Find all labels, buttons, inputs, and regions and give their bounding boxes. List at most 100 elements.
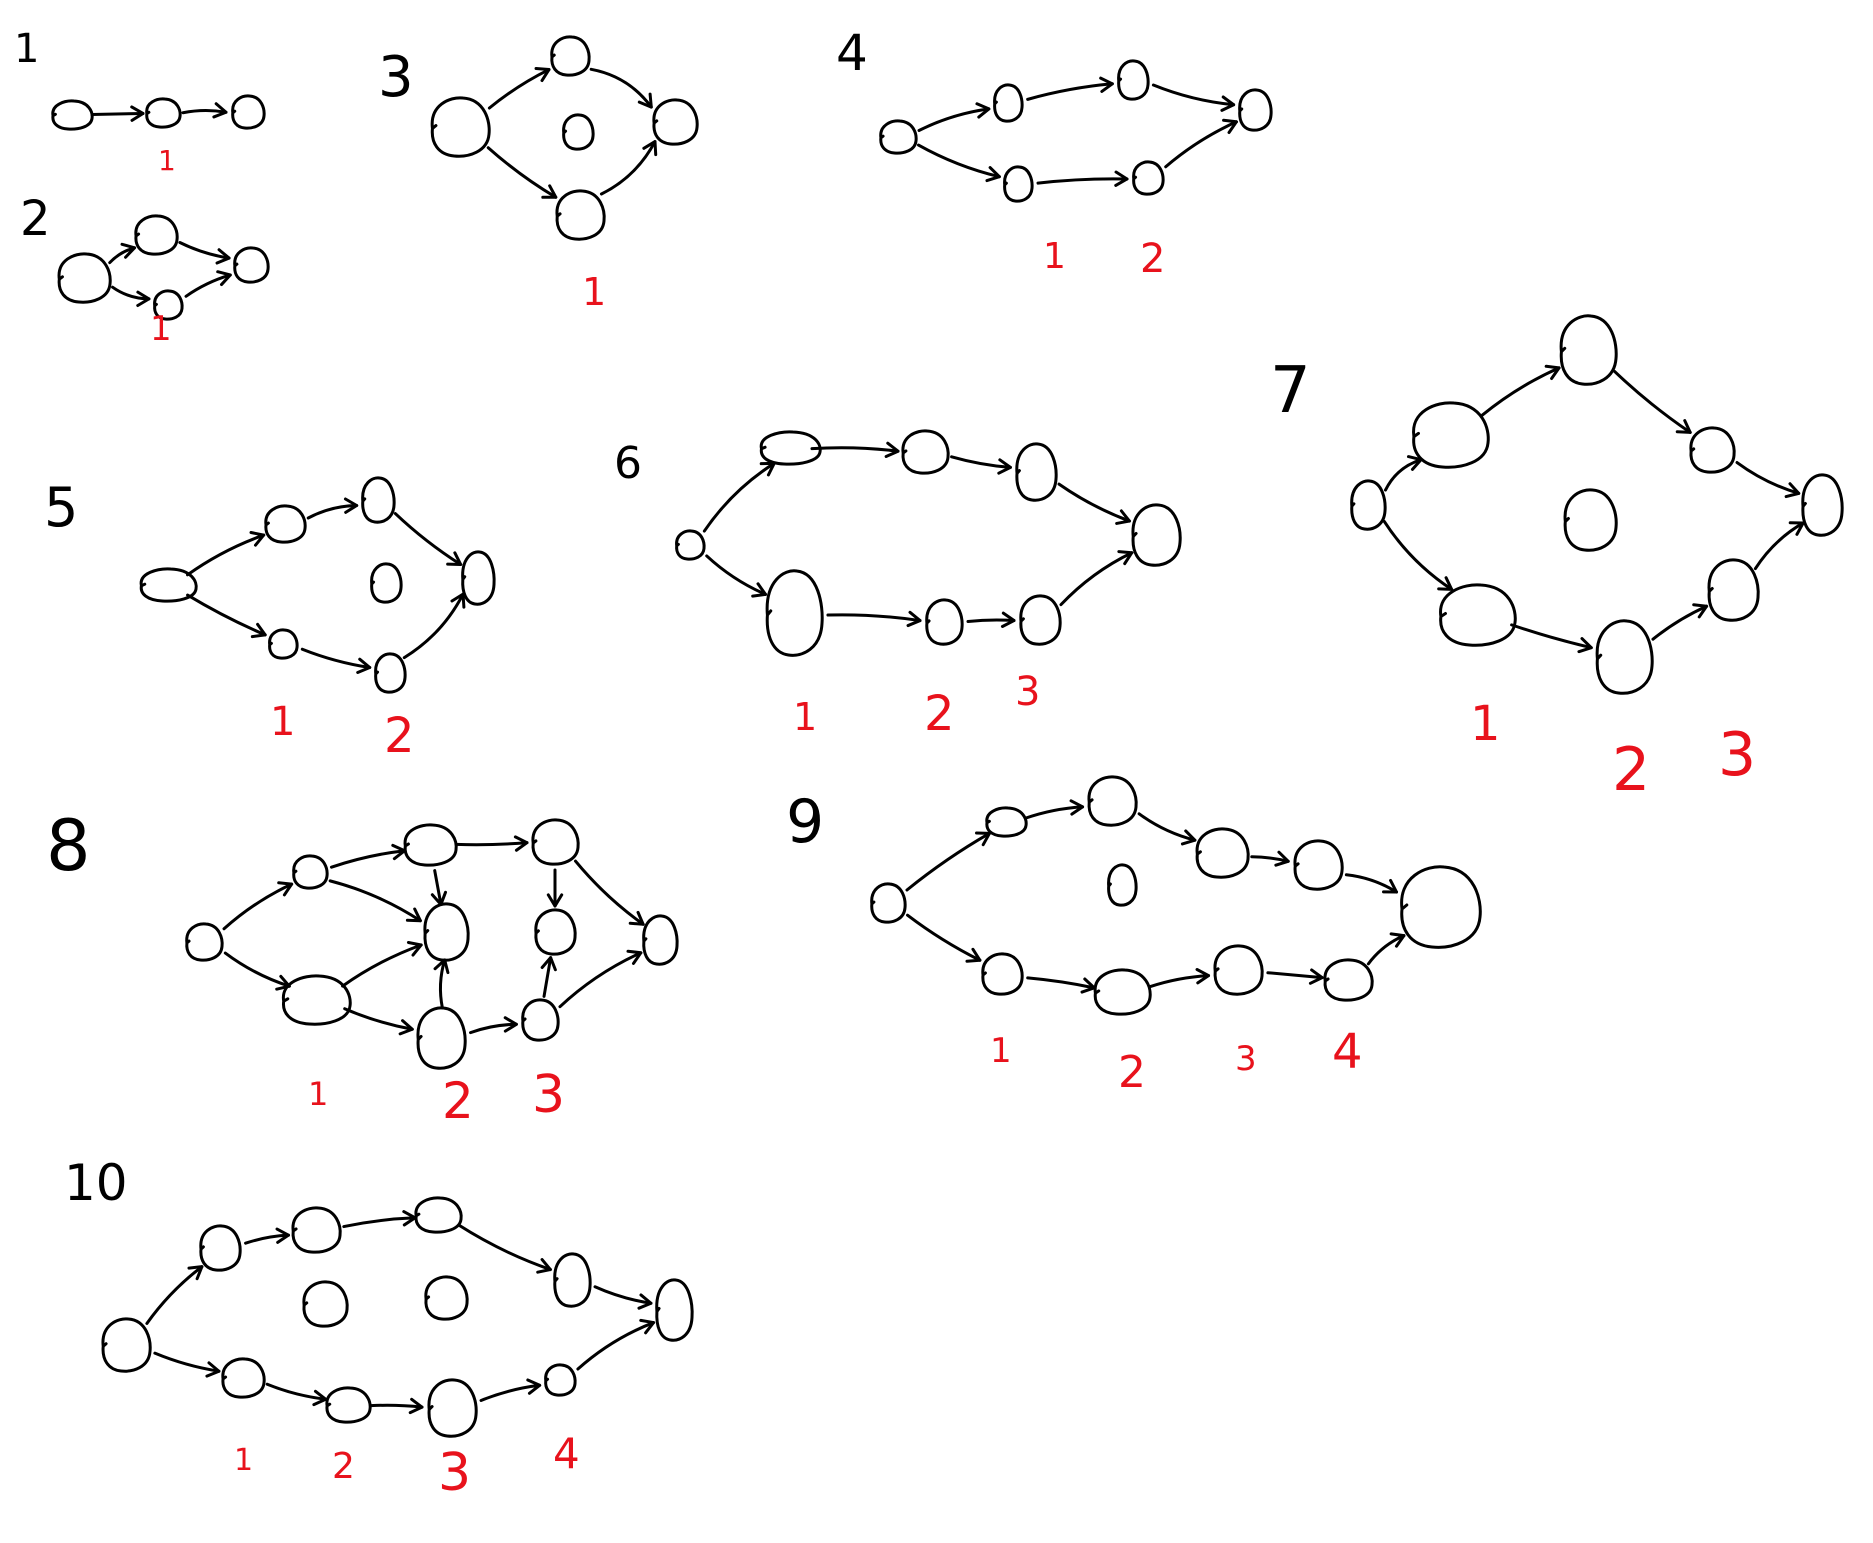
edge-arrow: [576, 1321, 656, 1371]
edge-arrow: [810, 446, 900, 453]
edge-arrow: [1151, 83, 1236, 107]
arrowhead: [1180, 829, 1197, 846]
edge-arrow: [181, 109, 228, 115]
edge-arrow: [1026, 82, 1114, 101]
edge-arrow: [1612, 369, 1692, 434]
arrowhead: [187, 1265, 204, 1281]
edge-arrow: [589, 67, 653, 109]
step-annotation: 3: [1235, 1039, 1257, 1079]
step-annotation: 1: [234, 1443, 253, 1478]
node-circle: [1595, 619, 1654, 695]
arrowhead: [402, 1210, 417, 1227]
step-annotation: 2: [924, 686, 955, 742]
edge-arrow: [486, 146, 558, 199]
step-annotation: 3: [532, 1065, 565, 1125]
node-circle: [403, 823, 458, 867]
node-circle: [1350, 479, 1387, 531]
arrowhead: [356, 657, 372, 674]
arrowhead: [398, 1019, 414, 1036]
node-circle: [57, 252, 112, 304]
edge-arrow: [1036, 177, 1129, 185]
edge-arrow: [90, 111, 145, 117]
edge-arrow: [369, 1403, 424, 1409]
node-circle: [424, 1275, 469, 1321]
node-circle: [901, 429, 950, 475]
arrowhead: [212, 102, 228, 119]
step-annotation: 1: [793, 695, 817, 739]
arrowhead: [1099, 76, 1114, 93]
diagram-5: 5 1 2: [44, 476, 496, 764]
diagram-8: 8 1 2 3: [46, 805, 679, 1130]
edge-arrow: [223, 951, 291, 988]
arrowhead: [275, 974, 291, 991]
arrowhead: [312, 1389, 328, 1407]
arrowhead: [249, 531, 266, 547]
node-circle: [765, 569, 824, 657]
diagram-number: 3: [378, 45, 414, 110]
arrowhead: [1115, 509, 1131, 525]
node-circle: [759, 430, 822, 466]
node-circle: [361, 476, 396, 524]
node-circle: [1213, 944, 1264, 996]
node-circle: [414, 1196, 463, 1234]
diagram-1: 11: [14, 26, 266, 177]
edge-arrow: [186, 533, 266, 577]
edge-arrow: [542, 956, 553, 998]
edge-arrow: [966, 618, 1016, 623]
edge-arrow: [1480, 366, 1561, 417]
edge-arrow: [1510, 623, 1593, 650]
node-circle: [51, 99, 94, 131]
step-annotation: 1: [1470, 696, 1501, 752]
edge-arrow: [487, 68, 551, 110]
arrowhead: [1000, 611, 1016, 628]
arrowhead: [1784, 482, 1801, 499]
node-circle: [370, 562, 403, 604]
edge-arrow: [342, 1216, 417, 1229]
node-circle: [531, 818, 580, 866]
diagram-number: 7: [1270, 354, 1311, 428]
edge-arrow: [1735, 461, 1801, 495]
node-circle: [1412, 401, 1490, 469]
arrowhead: [1274, 850, 1290, 867]
node-circle: [1439, 583, 1517, 647]
node-circle: [233, 246, 270, 284]
arrowhead: [975, 831, 992, 847]
arrowhead: [433, 958, 450, 975]
arrowhead: [408, 1397, 424, 1415]
arrowhead: [985, 166, 1001, 183]
arrowhead: [1389, 932, 1406, 948]
node-circle: [264, 504, 307, 544]
edge-arrow: [1266, 971, 1324, 980]
arrowhead: [541, 184, 558, 199]
node-circle: [985, 806, 1028, 838]
arrowhead: [1406, 455, 1423, 471]
node-circle: [416, 1006, 467, 1070]
arrowhead: [965, 947, 982, 963]
node-circle: [374, 652, 407, 694]
node-circle: [292, 854, 329, 890]
arrowhead: [751, 582, 768, 598]
arrowhead: [975, 102, 991, 119]
arrowhead: [446, 551, 463, 566]
node-circle: [221, 1357, 266, 1399]
edge-arrow: [454, 841, 529, 847]
node-circle: [427, 1378, 478, 1438]
diagram-number: 6: [614, 438, 642, 489]
node-circle: [1131, 503, 1182, 567]
edge-arrow: [306, 503, 359, 520]
edge-arrow: [1344, 873, 1399, 894]
arrowhead: [1080, 977, 1096, 994]
node-circle: [291, 1206, 342, 1254]
arrowhead: [1437, 576, 1454, 591]
edge-arrow: [558, 951, 643, 1009]
node-circle: [101, 1317, 152, 1373]
step-annotation: 4: [553, 1429, 580, 1478]
edge-arrow: [950, 455, 1012, 469]
edge-arrow: [1137, 812, 1197, 842]
node-circle: [1195, 827, 1250, 879]
node-circle: [1015, 442, 1058, 502]
edge-arrow: [826, 613, 922, 623]
edge-arrow: [1164, 120, 1238, 169]
diagram-4: 4 1 2: [836, 24, 1273, 282]
node-circle: [521, 998, 560, 1042]
